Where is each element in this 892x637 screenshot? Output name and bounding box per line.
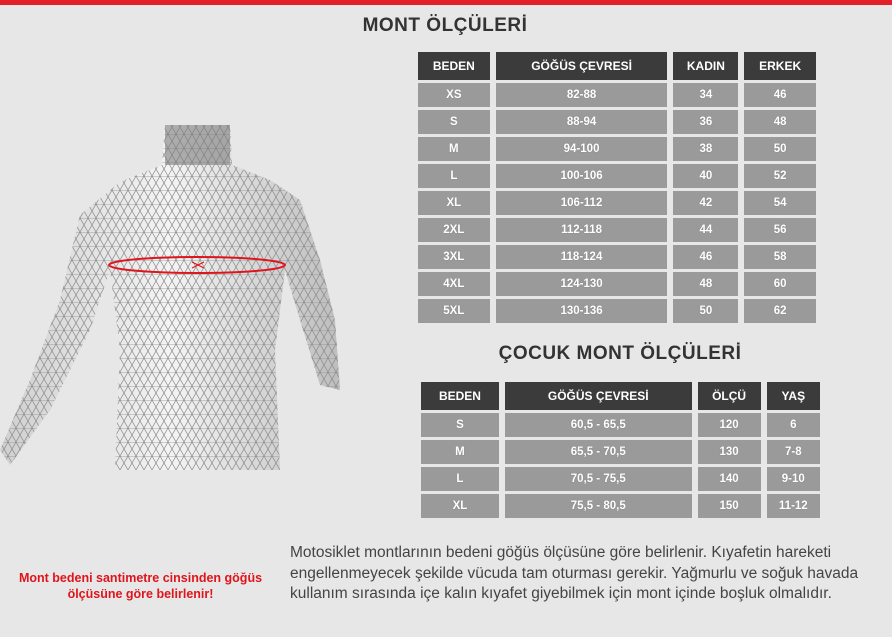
- table-cell: 36: [673, 110, 739, 134]
- table-cell: 54: [744, 191, 816, 215]
- table-cell: 48: [673, 272, 739, 296]
- table-cell: 60: [744, 272, 816, 296]
- table-row: 5XL 130-136 50 62: [418, 299, 816, 323]
- table-row: L 70,5 - 75,5 140 9-10: [421, 467, 820, 491]
- table-row: M 94-100 38 50: [418, 137, 816, 161]
- table-cell: 3XL: [418, 245, 490, 269]
- table-cell: 150: [697, 494, 761, 518]
- table-cell: 9-10: [766, 467, 820, 491]
- table-cell: 56: [744, 218, 816, 242]
- table-cell: 62: [744, 299, 816, 323]
- table-cell: 70,5 - 75,5: [504, 467, 692, 491]
- torso-chest-measurement-icon: [0, 125, 340, 470]
- table-row: XL 75,5 - 80,5 150 11-12: [421, 494, 820, 518]
- table-cell: 46: [673, 245, 739, 269]
- table-cell: 38: [673, 137, 739, 161]
- table-cell: 50: [673, 299, 739, 323]
- table-row: XS 82-88 34 46: [418, 83, 816, 107]
- table-row: S 60,5 - 65,5 120 6: [421, 413, 820, 437]
- col-header: ERKEK: [744, 52, 816, 80]
- table-cell: XL: [421, 494, 499, 518]
- table-cell: S: [418, 110, 490, 134]
- table-cell: L: [421, 467, 499, 491]
- child-size-table: BEDEN GÖĞÜS ÇEVRESİ ÖLÇÜ YAŞ S 60,5 - 65,…: [415, 379, 826, 521]
- table-cell: 82-88: [495, 83, 668, 107]
- table-cell: 112-118: [495, 218, 668, 242]
- table-cell: 50: [744, 137, 816, 161]
- table-cell: 94-100: [495, 137, 668, 161]
- child-table-title: ÇOCUK MONT ÖLÇÜLERİ: [498, 343, 742, 364]
- table-cell: 40: [673, 164, 739, 188]
- table-cell: M: [421, 440, 499, 464]
- table-row: S 88-94 36 48: [418, 110, 816, 134]
- table-cell: 34: [673, 83, 739, 107]
- table-row: XL 106-112 42 54: [418, 191, 816, 215]
- table-cell: 6: [766, 413, 820, 437]
- table-cell: 75,5 - 80,5: [504, 494, 692, 518]
- table-cell: 140: [697, 467, 761, 491]
- table-cell: 52: [744, 164, 816, 188]
- table-cell: 65,5 - 70,5: [504, 440, 692, 464]
- table-cell: 120: [697, 413, 761, 437]
- table-cell: 106-112: [495, 191, 668, 215]
- table-cell: 100-106: [495, 164, 668, 188]
- table-cell: 2XL: [418, 218, 490, 242]
- table-row: M 65,5 - 70,5 130 7-8: [421, 440, 820, 464]
- table-cell: 88-94: [495, 110, 668, 134]
- table-cell: 58: [744, 245, 816, 269]
- col-header: BEDEN: [421, 382, 499, 410]
- table-cell: 7-8: [766, 440, 820, 464]
- col-header: BEDEN: [418, 52, 490, 80]
- col-header: GÖĞÜS ÇEVRESİ: [504, 382, 692, 410]
- description-text: Motosiklet montlarının bedeni göğüs ölçü…: [290, 544, 859, 602]
- table-cell: 11-12: [766, 494, 820, 518]
- table-row: L 100-106 40 52: [418, 164, 816, 188]
- adult-size-table: BEDEN GÖĞÜS ÇEVRESİ KADIN ERKEK XS 82-88 3…: [412, 49, 822, 326]
- table-cell: 124-130: [495, 272, 668, 296]
- table-cell: 5XL: [418, 299, 490, 323]
- col-header: ÖLÇÜ: [697, 382, 761, 410]
- col-header: KADIN: [673, 52, 739, 80]
- table-cell: S: [421, 413, 499, 437]
- red-note: Mont bedeni santimetre cinsinden göğüs ö…: [18, 571, 263, 601]
- table-cell: 44: [673, 218, 739, 242]
- table-cell: 4XL: [418, 272, 490, 296]
- table-cell: M: [418, 137, 490, 161]
- table-cell: 42: [673, 191, 739, 215]
- table-row: 4XL 124-130 48 60: [418, 272, 816, 296]
- top-accent-bar: [0, 0, 892, 5]
- col-header: YAŞ: [766, 382, 820, 410]
- adult-table-title: MONT ÖLÇÜLERİ: [362, 15, 528, 36]
- table-row: 2XL 112-118 44 56: [418, 218, 816, 242]
- table-cell: 118-124: [495, 245, 668, 269]
- table-cell: L: [418, 164, 490, 188]
- col-header: GÖĞÜS ÇEVRESİ: [495, 52, 668, 80]
- table-cell: XL: [418, 191, 490, 215]
- table-cell: XS: [418, 83, 490, 107]
- table-cell: 46: [744, 83, 816, 107]
- table-cell: 48: [744, 110, 816, 134]
- table-cell: 130: [697, 440, 761, 464]
- table-row: 3XL 118-124 46 58: [418, 245, 816, 269]
- table-cell: 60,5 - 65,5: [504, 413, 692, 437]
- table-cell: 130-136: [495, 299, 668, 323]
